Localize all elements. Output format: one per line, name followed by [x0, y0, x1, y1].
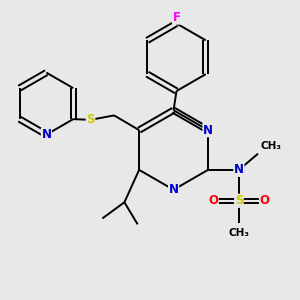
Text: S: S — [235, 194, 243, 207]
Text: N: N — [169, 183, 178, 196]
Text: O: O — [260, 194, 269, 207]
Text: S: S — [86, 113, 95, 126]
Text: N: N — [234, 164, 244, 176]
Text: F: F — [172, 11, 181, 24]
Text: N: N — [203, 124, 213, 136]
Text: N: N — [41, 128, 51, 141]
Text: O: O — [208, 194, 218, 207]
Text: CH₃: CH₃ — [228, 228, 249, 238]
Text: CH₃: CH₃ — [260, 141, 281, 151]
